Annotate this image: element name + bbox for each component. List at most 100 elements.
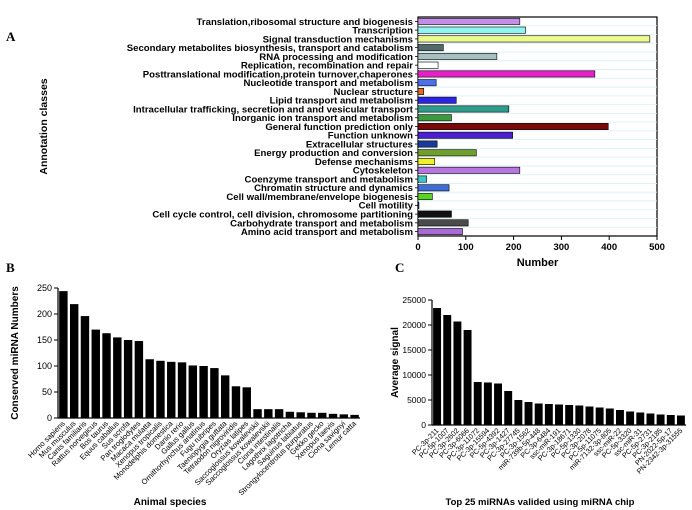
panel-a-bar xyxy=(417,61,439,69)
panel-a-category-label: Chromatin structure and dynamics xyxy=(254,183,413,194)
panel-c-bar xyxy=(483,382,492,425)
panel-a-category-label: Posttranslational modification,protein t… xyxy=(143,69,413,80)
panel-c-y-axis-title: Average signal xyxy=(390,327,401,398)
panel-b-bar xyxy=(253,409,262,418)
panel-c-bar xyxy=(636,412,645,425)
panel-a-x-tick-label: 200 xyxy=(506,242,522,253)
panel-a-category-label: Energy production and conversion xyxy=(254,148,413,159)
panel-b-bar xyxy=(91,329,100,418)
panel-c-bar xyxy=(595,407,604,425)
panel-a-category-label: General function prediction only xyxy=(265,122,413,133)
panel-a-category-label: Cytoskeleton xyxy=(353,166,413,177)
panel-a-category-label: Inorganic ion transport and metabolism xyxy=(232,113,413,124)
panel-c-bar xyxy=(646,413,655,425)
panel-b-bar xyxy=(307,412,316,418)
panel-b-bar xyxy=(264,409,273,418)
panel-c-bar xyxy=(615,410,624,425)
panel-c-signal-chart: 0500010000150002000025000PC-3p-211PC-5p-… xyxy=(390,295,686,508)
panel-a-category-label: Cell wall/membrane/envelope biogenesis xyxy=(226,192,413,203)
panel-c-bar xyxy=(605,408,614,425)
panel-a-bar xyxy=(417,149,477,157)
panel-a-x-tick-label: 100 xyxy=(458,242,474,253)
panel-b-bar xyxy=(167,361,176,418)
panel-a-bar xyxy=(417,96,457,104)
panel-b-x-axis-title: Animal species xyxy=(134,497,207,508)
panel-a-category-label: Cell motility xyxy=(359,201,414,212)
panel-b-bar xyxy=(274,409,284,418)
panel-a-bar xyxy=(417,131,513,139)
panel-b-bar xyxy=(339,414,349,418)
panel-c-x-axis-title: Top 25 miRNAs valided using miRNA chip xyxy=(446,497,635,508)
panel-a-bar xyxy=(417,175,427,183)
panel-b-bar xyxy=(231,386,241,418)
panel-c-bar xyxy=(575,405,584,425)
panel-a-category-label: Nuclear structure xyxy=(334,87,413,98)
panel-c-y-tick-label: 5000 xyxy=(407,395,426,405)
panel-b-bar xyxy=(188,365,198,418)
panel-b-bar xyxy=(285,411,295,418)
panel-b-bar xyxy=(156,360,165,418)
panel-a-category-label: Transcription xyxy=(352,26,413,37)
panel-a-bar xyxy=(417,44,444,52)
panel-a-letter: A xyxy=(6,29,16,44)
panel-c-bar xyxy=(544,404,553,425)
panel-b-bar xyxy=(220,375,230,418)
panel-a-bar xyxy=(417,123,609,130)
panel-a-category-label: Defense mechanisms xyxy=(315,157,413,168)
panel-b-bar xyxy=(328,413,338,418)
panel-a-bar xyxy=(417,184,450,192)
panel-a-bar xyxy=(417,35,651,43)
panel-a-bar xyxy=(417,201,420,209)
panel-a-category-label: Extracellular structures xyxy=(306,139,413,150)
panel-b-bar xyxy=(113,337,122,418)
panel-b-y-tick-label: 150 xyxy=(37,335,52,345)
panel-c-y-tick-label: 10000 xyxy=(402,370,426,380)
panel-a-category-label: Lipid transport and metabolism xyxy=(270,96,413,107)
panel-b-y-tick-label: 250 xyxy=(37,283,52,293)
panel-a-bar xyxy=(417,158,436,165)
panel-b-bar xyxy=(210,368,219,418)
panel-b-bar xyxy=(123,340,133,418)
panel-c-y-tick-label: 20000 xyxy=(402,320,426,330)
panel-a-category-label: Cell cycle control, cell division, chrom… xyxy=(152,210,413,221)
panel-b-bar xyxy=(318,412,327,418)
panel-c-y-tick-label: 0 xyxy=(421,420,426,430)
panel-b-bar xyxy=(134,341,144,418)
panel-c-bar xyxy=(443,315,452,425)
panel-a-bar xyxy=(417,228,463,236)
panel-b-bar xyxy=(199,366,208,418)
panel-c-bar xyxy=(585,406,594,425)
panel-c-y-tick-label: 15000 xyxy=(402,345,426,355)
panel-a-category-label: Nucleotide transport and metabolism xyxy=(243,78,413,89)
panel-c-bar xyxy=(433,308,442,425)
panel-a-bar xyxy=(417,193,433,201)
panel-c-bar xyxy=(565,405,574,425)
panel-a-category-label: Intracellular trafficking, secretion and… xyxy=(133,104,414,115)
panel-a-category-label: Signal transduction mechanisms xyxy=(263,34,413,45)
panel-a-x-tick-label: 500 xyxy=(649,242,665,253)
panel-a-bar xyxy=(417,105,510,113)
panel-b-letter: B xyxy=(6,260,15,275)
panel-a-category-label: Amino acid transport and metabolism xyxy=(241,227,413,238)
panel-c-bar xyxy=(494,383,503,425)
panel-a-annotation-chart: Translation,ribosomal structure and biog… xyxy=(38,16,665,269)
panel-a-bar xyxy=(417,140,438,148)
panel-a-category-label: RNA processing and modification xyxy=(259,52,413,63)
panel-a-bar xyxy=(417,17,521,25)
panel-a-bar xyxy=(417,26,526,34)
panel-a-bar xyxy=(417,79,437,87)
panel-b-bar xyxy=(296,412,305,418)
panel-a-x-tick-label: 400 xyxy=(601,242,617,253)
panel-a-category-label: Coenzyme transport and metabolism xyxy=(245,174,413,185)
panel-a-bar xyxy=(417,88,425,95)
panel-c-bar xyxy=(514,400,523,425)
panel-a-bar xyxy=(417,52,498,60)
panel-b-y-axis-title: Conserved miRNA Numbers xyxy=(10,286,21,420)
panel-b-bar xyxy=(350,414,359,418)
panel-c-bar xyxy=(676,415,685,425)
panel-a-category-label: Replication, recombination and repair xyxy=(241,61,413,72)
panel-c-bar xyxy=(463,330,472,425)
panel-c-bar xyxy=(656,414,665,425)
panel-c-bar xyxy=(524,402,533,425)
panel-a-category-label: Carbohydrate transport and metabolism xyxy=(230,218,413,229)
